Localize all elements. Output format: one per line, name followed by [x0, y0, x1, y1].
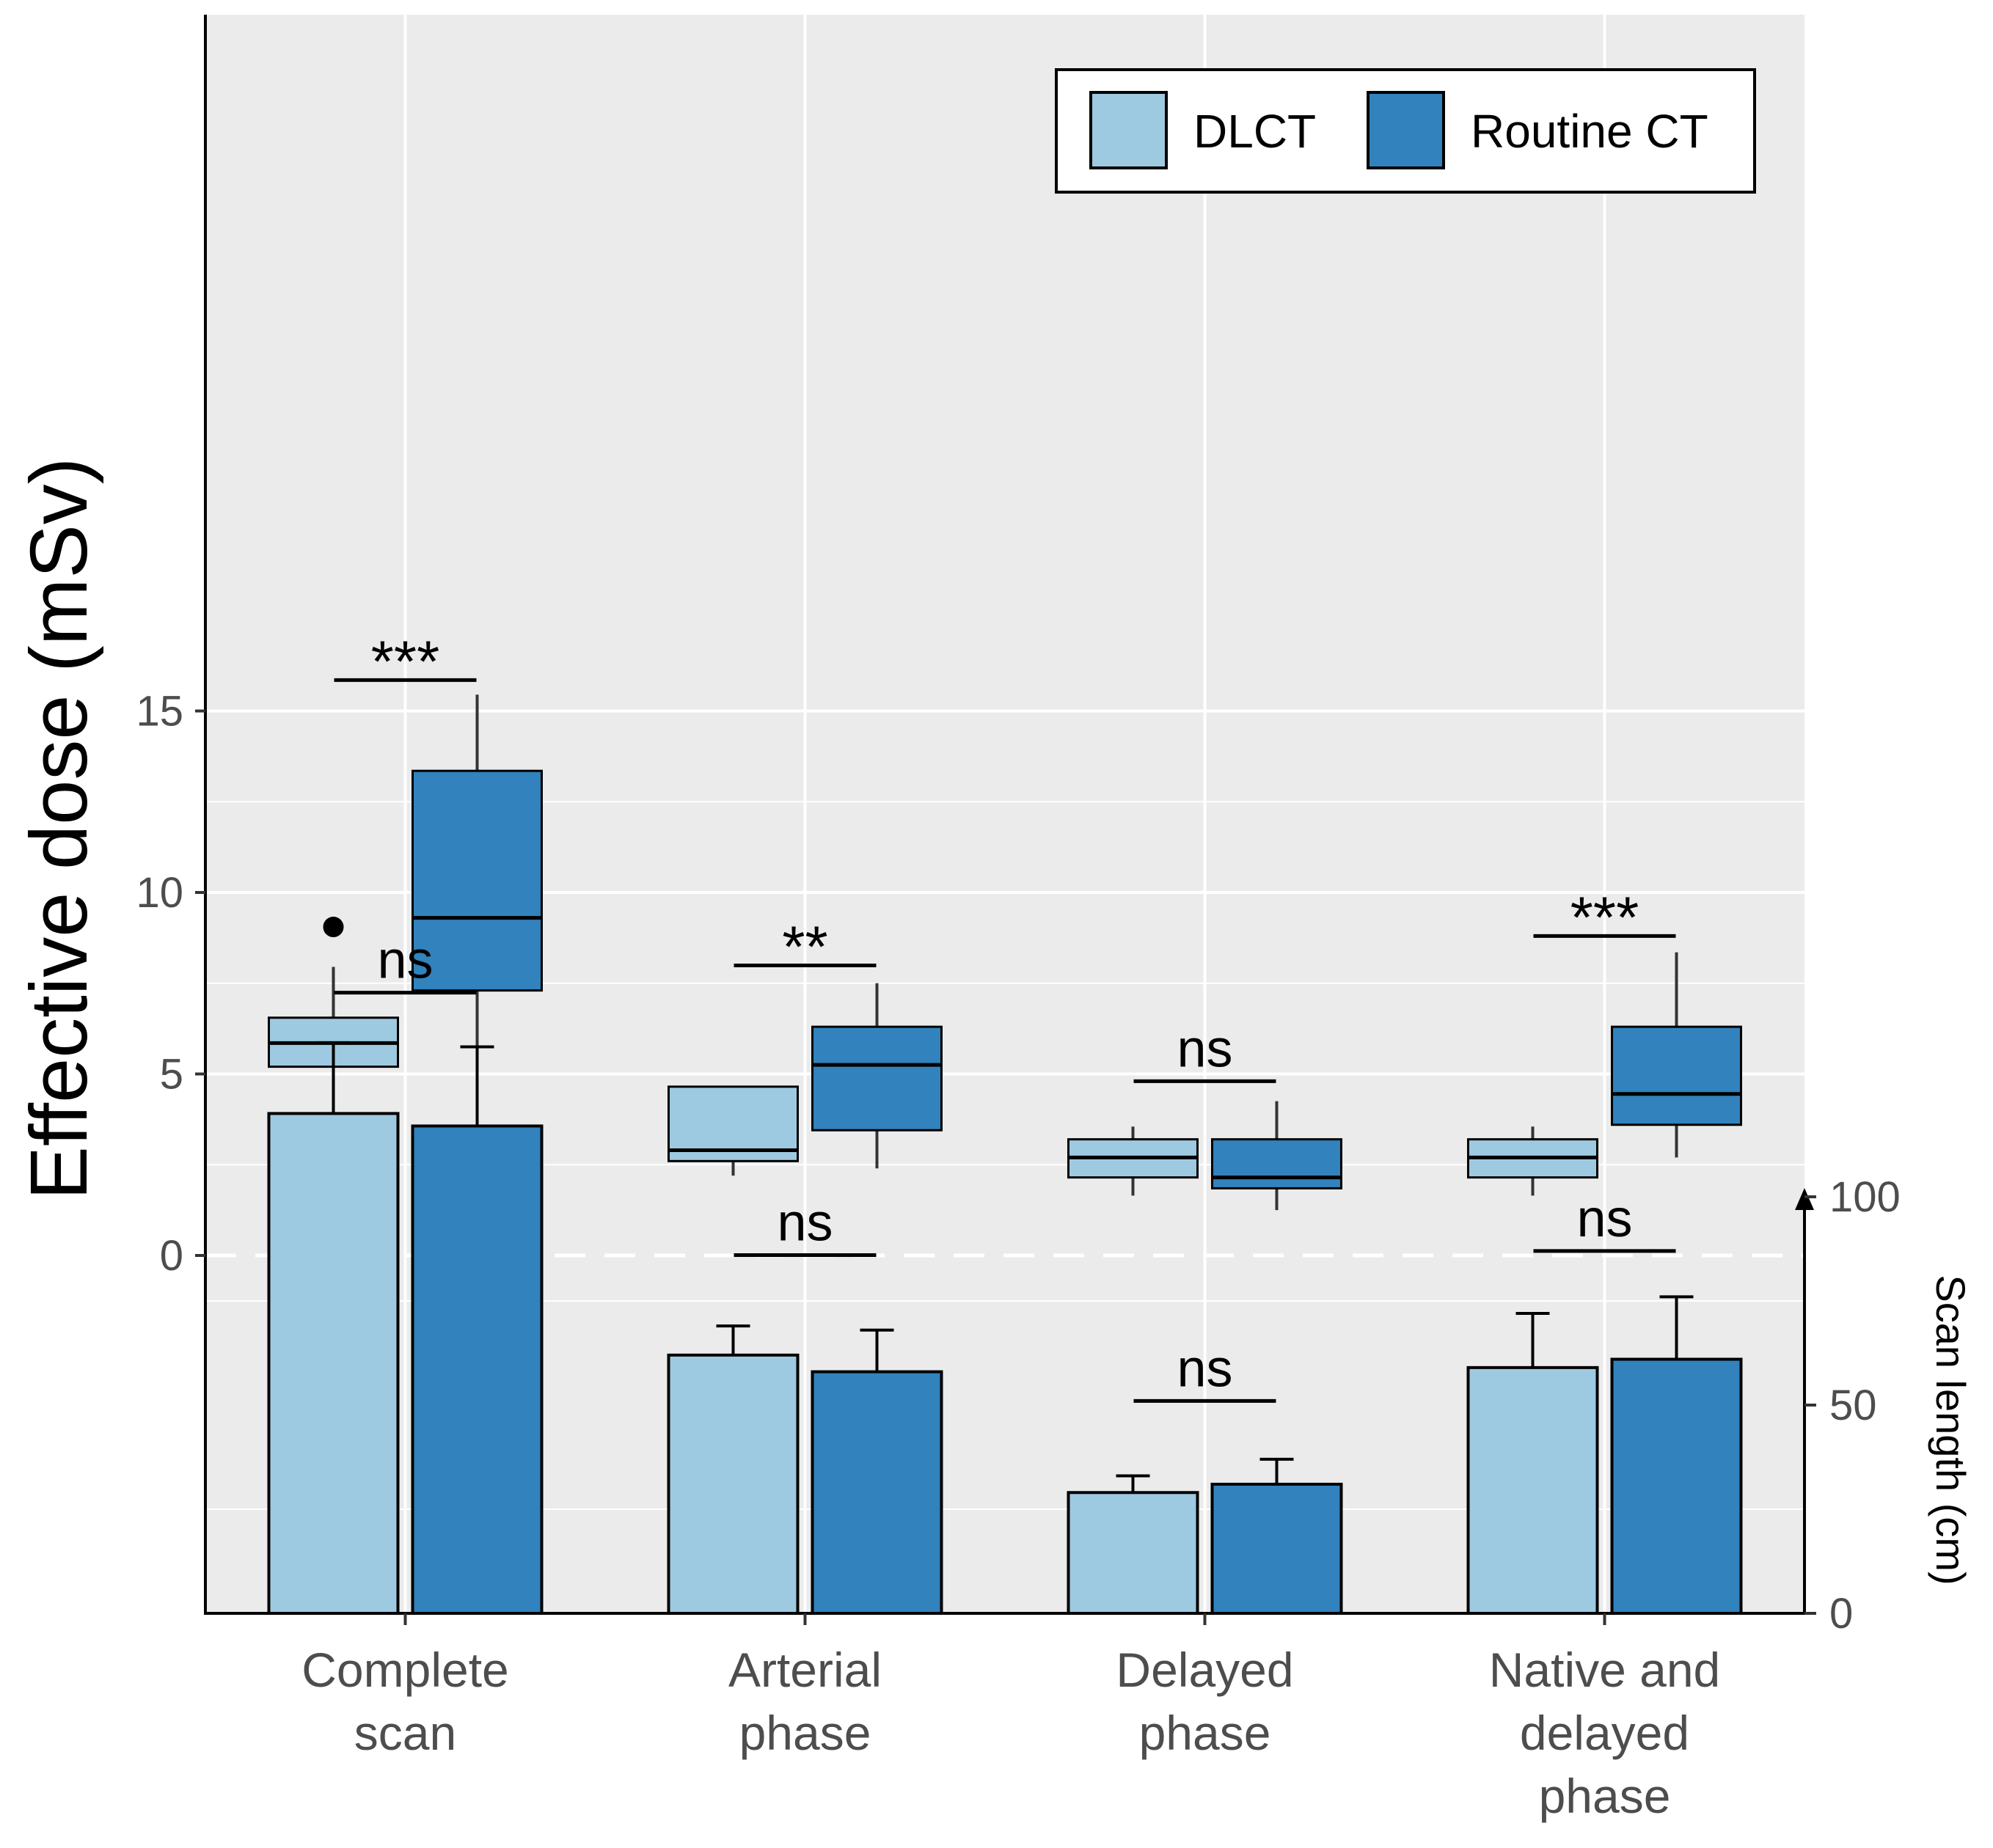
- secondary-y-axis-label: Scan length (cm): [1928, 1275, 1974, 1585]
- significance-label: ns: [1177, 1339, 1232, 1398]
- box-outlier: [323, 917, 344, 938]
- significance-label: ***: [371, 628, 439, 694]
- legend-label: DLCT: [1193, 105, 1316, 158]
- significance-label: ns: [777, 1194, 833, 1253]
- box: [811, 1025, 943, 1132]
- significance-label: ns: [377, 931, 433, 990]
- secondary-y-tick-label: 100: [1829, 1173, 1901, 1221]
- y-axis-label: Effective dose (mSv): [14, 458, 104, 1200]
- y-tick-label: 15: [136, 688, 183, 736]
- legend-label: Routine CT: [1471, 105, 1708, 158]
- secondary-y-tick-label: 0: [1829, 1590, 1853, 1638]
- scan-length-bar: [667, 1353, 800, 1615]
- significance-label: ***: [1570, 884, 1639, 950]
- significance-label: **: [782, 914, 827, 979]
- scan-length-bar: [411, 1124, 544, 1615]
- x-tick-label: Delayed phase: [1116, 1643, 1293, 1760]
- y-tick-label: 10: [136, 869, 183, 917]
- y-tick-label: 0: [160, 1232, 183, 1280]
- box: [412, 769, 543, 992]
- box: [1211, 1138, 1342, 1189]
- x-tick-label: Arterial phase: [728, 1643, 882, 1760]
- scan-length-bar: [1210, 1482, 1343, 1616]
- scan-length-bar: [1610, 1357, 1743, 1616]
- secondary-y-axis-arrow: [1795, 1188, 1814, 1210]
- legend-swatch: [1089, 91, 1168, 169]
- scan-length-bar: [267, 1112, 400, 1615]
- legend: DLCT Routine CT: [1055, 68, 1756, 194]
- legend-swatch: [1367, 91, 1445, 169]
- significance-label: ns: [1177, 1019, 1232, 1078]
- axes: 0 5 10 15 Complete scan Arterial phase Delayed ph…: [136, 15, 1901, 1823]
- y-tick-label: 5: [160, 1051, 183, 1099]
- scan-length-bar: [1466, 1365, 1599, 1615]
- box: [1611, 1025, 1742, 1126]
- x-tick-label: Native and delayed phase: [1489, 1643, 1721, 1823]
- scan-length-bar: [1067, 1491, 1199, 1616]
- secondary-y-tick-label: 50: [1829, 1382, 1877, 1429]
- significance-label: ns: [1576, 1189, 1632, 1248]
- x-tick-label: Complete scan: [301, 1643, 508, 1760]
- scan-length-bar: [811, 1370, 943, 1616]
